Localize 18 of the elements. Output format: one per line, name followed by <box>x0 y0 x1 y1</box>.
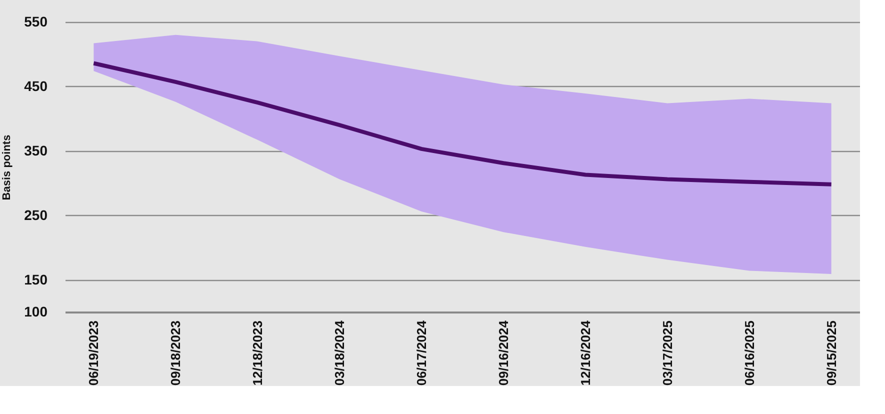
y-tick-label: 100 <box>24 304 48 320</box>
x-tick-label: 12/16/2024 <box>578 320 593 386</box>
x-tick-label: 09/18/2023 <box>168 320 184 386</box>
y-tick-label: 550 <box>24 14 48 30</box>
y-tick-label: 450 <box>24 78 48 94</box>
y-tick-label: 150 <box>24 271 48 288</box>
line-series <box>92 61 834 186</box>
y-tick-label: 250 <box>24 206 48 223</box>
x-tick-label: 03/17/2025 <box>660 320 675 386</box>
x-tick-label: 06/16/2025 <box>742 320 757 386</box>
x-tick-label: 12/18/2023 <box>250 320 266 386</box>
x-tick-label: 06/17/2024 <box>414 320 430 386</box>
x-tick-label: 09/16/2024 <box>496 320 511 386</box>
x-tick-label: 06/19/2023 <box>86 320 102 386</box>
x-tick-label: 09/15/2025 <box>824 320 839 386</box>
y-axis-title: Basis points <box>1 134 14 200</box>
y-tick-label: 350 <box>24 142 48 158</box>
x-tick-label: 03/18/2024 <box>332 320 348 386</box>
